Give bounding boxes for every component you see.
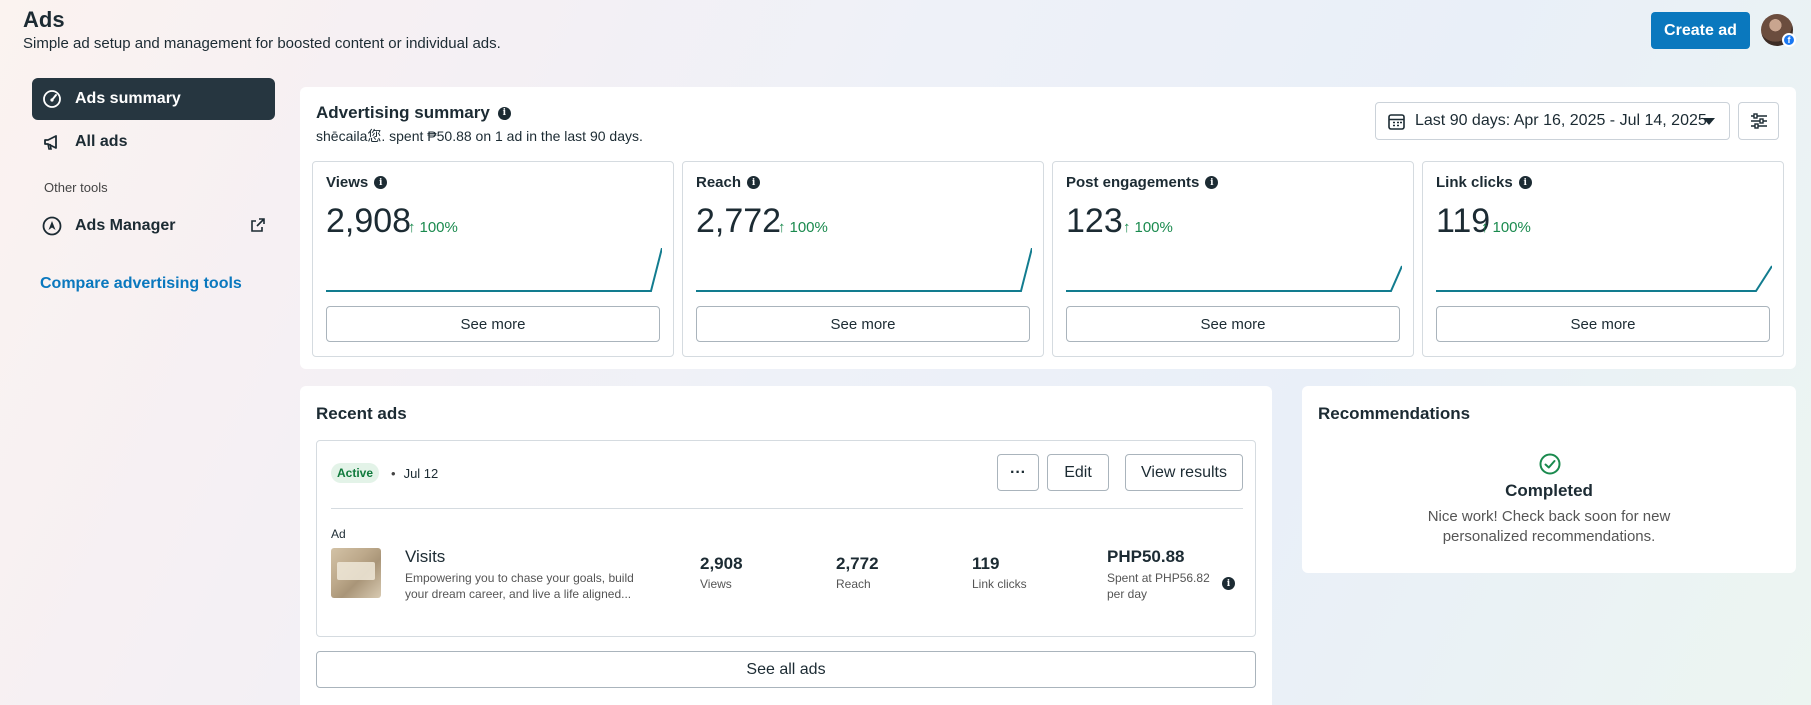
ad-date: Jul 12 xyxy=(391,466,439,481)
summary-subtitle: shēcaila您. spent ₱50.88 on 1 ad in the l… xyxy=(316,128,643,144)
divider xyxy=(331,508,1243,509)
arrow-up-icon: ↑ xyxy=(778,219,786,236)
see-more-button[interactable]: See more xyxy=(696,306,1030,342)
more-options-button[interactable]: ··· xyxy=(997,454,1039,491)
metric-value: 2,772 xyxy=(696,202,782,240)
arrow-up-icon: ↑ xyxy=(408,219,416,236)
date-range-label: Last 90 days: Apr 16, 2025 - Jul 14, 202… xyxy=(1415,112,1707,129)
metric-label-text: Reach xyxy=(696,174,742,191)
external-link-icon[interactable] xyxy=(250,217,266,233)
ads-manager-icon xyxy=(41,215,63,237)
sidebar-item-label: Ads summary xyxy=(75,90,181,107)
sidebar-item-all-ads[interactable]: All ads xyxy=(32,121,275,163)
create-ad-button[interactable]: Create ad xyxy=(1651,12,1750,49)
filter-settings-button[interactable] xyxy=(1738,102,1779,140)
recommendations-title: Recommendations xyxy=(1318,404,1471,423)
ad-stat-views: 2,908 Views xyxy=(700,554,743,591)
info-icon[interactable]: i xyxy=(497,106,511,120)
recommendations-panel: Recommendations Completed Nice work! Che… xyxy=(1302,386,1796,573)
info-icon[interactable]: i xyxy=(1222,577,1235,590)
ad-thumbnail[interactable] xyxy=(331,548,381,598)
metric-card-reach: Reach i 2,772 ↑ 100% See more xyxy=(682,161,1044,357)
recent-ads-panel: Recent ads Active Jul 12 ··· Edit View r… xyxy=(300,386,1272,705)
metric-label-text: Post engagements xyxy=(1066,174,1200,191)
stat-label: Link clicks xyxy=(972,577,1027,591)
see-all-ads-button[interactable]: See all ads xyxy=(316,651,1256,688)
sparkline-chart xyxy=(1066,265,1402,292)
sidebar-item-ads-summary[interactable]: Ads summary xyxy=(32,78,275,120)
page-subtitle: Simple ad setup and management for boost… xyxy=(23,35,501,52)
calendar-icon xyxy=(1388,113,1405,130)
metric-change: ↑ 100% xyxy=(778,219,828,236)
summary-title: Advertising summary i xyxy=(316,103,511,123)
ad-stat-link-clicks: 119 Link clicks xyxy=(972,554,1027,591)
stat-value: 2,772 xyxy=(836,554,879,573)
arrow-up-icon: ↑ xyxy=(1481,219,1489,236)
chevron-down-icon xyxy=(1703,118,1715,125)
metric-label: Post engagements i xyxy=(1066,174,1219,191)
recent-ads-title: Recent ads xyxy=(316,404,407,423)
advertising-summary-panel: Advertising summary i shēcaila您. spent ₱… xyxy=(300,87,1796,369)
ad-stat-reach: 2,772 Reach xyxy=(836,554,879,591)
spend-value: PHP50.88 xyxy=(1107,547,1185,566)
compare-advertising-tools-link[interactable]: Compare advertising tools xyxy=(40,275,242,292)
spend-label: Spent at PHP56.82 per day xyxy=(1107,571,1210,601)
metric-label: Views i xyxy=(326,174,388,191)
metric-card-post-engagements: Post engagements i 123 ↑ 100% See more xyxy=(1052,161,1414,357)
info-icon[interactable]: i xyxy=(747,176,761,189)
metric-change: ↑ 100% xyxy=(1123,219,1173,236)
check-circle-icon xyxy=(1539,453,1561,475)
info-icon[interactable]: i xyxy=(374,176,388,189)
info-icon[interactable]: i xyxy=(1205,176,1219,189)
facebook-badge-icon: f xyxy=(1782,33,1796,47)
sparkline-chart xyxy=(696,248,1032,292)
metric-label: Link clicks i xyxy=(1436,174,1532,191)
metric-change-value: 100% xyxy=(789,219,828,236)
sidebar-item-ads-manager[interactable]: Ads Manager xyxy=(32,205,275,247)
metric-label: Reach i xyxy=(696,174,761,191)
ad-card: Active Jul 12 ··· Edit View results Ad V… xyxy=(316,440,1256,637)
metric-value: 123 xyxy=(1066,202,1123,240)
gauge-icon xyxy=(41,88,63,110)
see-more-button[interactable]: See more xyxy=(326,306,660,342)
metric-change-value: 100% xyxy=(419,219,458,236)
ad-spend: PHP50.88 Spent at PHP56.82 per day xyxy=(1107,547,1217,602)
metric-change: ↑ 100% xyxy=(1481,219,1531,236)
recommendations-status: Completed xyxy=(1505,481,1593,500)
ad-name[interactable]: Visits xyxy=(405,547,446,566)
metric-card-link-clicks: Link clicks i 119 ↑ 100% See more xyxy=(1422,161,1784,357)
stat-value: 2,908 xyxy=(700,554,743,573)
metric-value: 2,908 xyxy=(326,202,412,240)
recommendations-message: Nice work! Check back soon for new perso… xyxy=(1427,508,1671,545)
date-range-selector[interactable]: Last 90 days: Apr 16, 2025 - Jul 14, 202… xyxy=(1375,102,1730,140)
metric-card-views: Views i 2,908 ↑ 100% See more xyxy=(312,161,674,357)
stat-label: Reach xyxy=(836,577,871,591)
page-title: Ads xyxy=(23,7,65,32)
metric-value: 119 xyxy=(1436,202,1491,240)
arrow-up-icon: ↑ xyxy=(1123,219,1131,236)
stat-value: 119 xyxy=(972,554,1000,573)
see-more-button[interactable]: See more xyxy=(1066,306,1400,342)
ad-description: Empowering you to chase your goals, buil… xyxy=(405,571,634,601)
sidebar-item-label: All ads xyxy=(75,133,128,150)
sparkline-chart xyxy=(1436,265,1772,292)
metric-change-value: 100% xyxy=(1134,219,1173,236)
metric-change: ↑ 100% xyxy=(408,219,458,236)
sidebar-item-label: Ads Manager xyxy=(75,217,176,234)
summary-title-text: Advertising summary xyxy=(316,103,490,122)
metric-label-text: Views xyxy=(326,174,369,191)
metric-change-value: 100% xyxy=(1492,219,1531,236)
edit-button[interactable]: Edit xyxy=(1047,454,1109,491)
info-icon[interactable]: i xyxy=(1518,176,1532,189)
other-tools-heading: Other tools xyxy=(44,180,108,195)
sparkline-chart xyxy=(326,248,662,292)
see-more-button[interactable]: See more xyxy=(1436,306,1770,342)
stat-label: Views xyxy=(700,577,732,591)
view-results-button[interactable]: View results xyxy=(1125,454,1243,491)
status-badge: Active xyxy=(331,463,380,483)
ad-type-label: Ad xyxy=(331,527,346,541)
megaphone-icon xyxy=(41,131,63,153)
sliders-icon xyxy=(1750,113,1767,129)
metric-label-text: Link clicks xyxy=(1436,174,1513,191)
